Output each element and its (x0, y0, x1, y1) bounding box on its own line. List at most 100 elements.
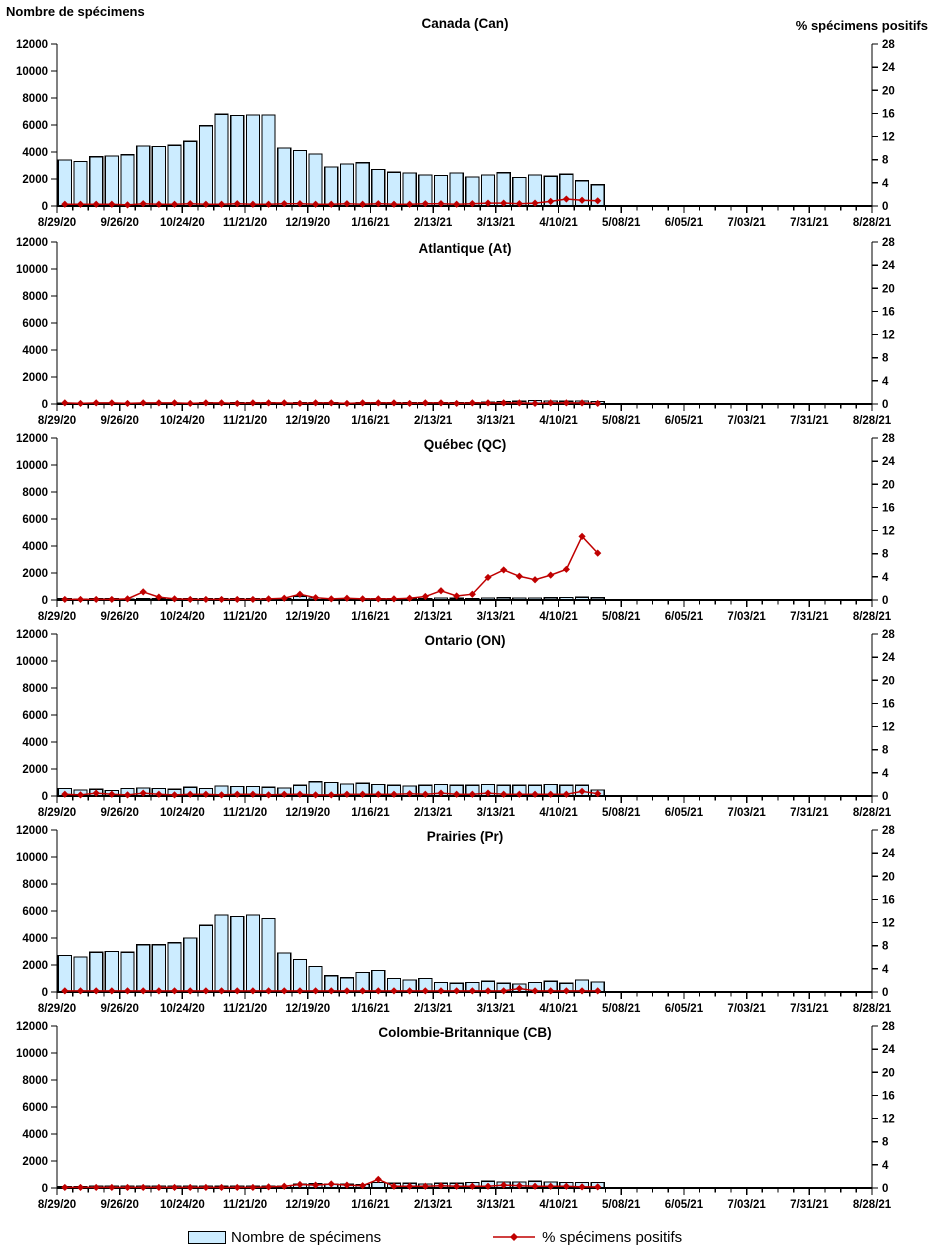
right-tick-label: 12 (882, 722, 895, 734)
bar-prairies (151, 944, 167, 993)
right-tick-label: 24 (882, 848, 895, 860)
bar-canada (230, 114, 245, 207)
right-tick-label: 24 (882, 62, 895, 74)
x-tick-label: 10/24/20 (160, 1003, 205, 1015)
x-tick-label: 8/28/21 (853, 217, 892, 229)
pct-diamond-marker (390, 790, 398, 798)
pct-diamond-marker (578, 196, 586, 204)
pct-diamond-marker (280, 790, 288, 798)
x-tick-label: 5/08/21 (602, 217, 641, 229)
pct-diamond-marker (421, 790, 429, 798)
pct-diamond-marker (139, 399, 147, 407)
bar-canada (277, 147, 292, 207)
right-tick-label: 28 (882, 1021, 895, 1033)
pct-diamond-marker (562, 790, 570, 798)
x-tick-label: 11/21/20 (223, 1199, 267, 1211)
x-tick-label: 6/05/21 (665, 611, 704, 623)
bar-prairies (292, 959, 308, 993)
pct-diamond-marker (500, 790, 508, 798)
pct-diamond-marker (76, 200, 85, 208)
pct-diamond-marker (421, 1182, 429, 1190)
right-tick-label: 16 (882, 894, 895, 906)
pct-diamond-marker (108, 399, 116, 407)
pct-diamond-marker (578, 1183, 586, 1191)
pct-diamond-marker (484, 399, 492, 407)
right-tick-label: 16 (882, 698, 895, 710)
pct-diamond-marker (515, 984, 523, 993)
pct-diamond-marker (484, 1182, 492, 1190)
right-tick-label: 4 (882, 178, 889, 190)
panel-title-atlantique: Atlantique (At) (419, 241, 512, 256)
bar-canada (245, 114, 261, 207)
left-tick-label: 12000 (16, 237, 48, 249)
pct-diamond-marker (202, 200, 210, 208)
right-tick-label: 28 (882, 237, 895, 249)
pct-diamond-marker (186, 595, 194, 604)
pct-diamond-marker (233, 595, 241, 604)
left-tick-label: 0 (42, 987, 48, 999)
chart-panel-quebec: 0 2000 4000 6000 8000 10000 12000 0 4 8 12 16 20 24 28… (16, 433, 895, 623)
legend-item-specimens: Nombre de spécimens (188, 1229, 381, 1246)
right-tick-label: 24 (882, 652, 895, 664)
bar-canada (183, 140, 198, 207)
pct-diamond-marker (249, 1183, 257, 1192)
pct-diamond-marker (123, 201, 132, 209)
left-tick-label: 10000 (16, 66, 48, 78)
bar-prairies (230, 915, 245, 993)
left-tick-label: 8000 (22, 683, 48, 695)
pct-diamond-marker (249, 595, 257, 604)
pct-diamond-marker (108, 1183, 116, 1192)
pct-diamond-marker (170, 399, 179, 407)
pct-diamond-marker (264, 1183, 273, 1191)
x-tick-label: 8/29/20 (38, 217, 76, 229)
bar-canada (120, 154, 135, 207)
right-tick-label: 28 (882, 629, 895, 641)
x-tick-label: 10/24/20 (160, 807, 205, 819)
pct-diamond-marker (500, 199, 508, 207)
pct-diamond-marker (202, 790, 210, 798)
pct-diamond-marker (562, 1182, 570, 1190)
pct-diamond-marker (515, 399, 523, 407)
right-tick-label: 20 (882, 283, 895, 295)
pct-diamond-marker (170, 1183, 179, 1192)
x-tick-label: 5/08/21 (602, 1199, 641, 1211)
bar-prairies (104, 950, 119, 993)
bar-canada (261, 114, 276, 207)
bar-prairies (214, 914, 229, 993)
pct-diamond-marker (406, 594, 414, 602)
pct-diamond-marker (374, 790, 382, 798)
x-tick-label: 11/21/20 (223, 611, 267, 623)
x-tick-label: 7/31/21 (790, 807, 829, 819)
pct-diamond-marker (421, 592, 429, 601)
pct-diamond-marker (249, 790, 257, 798)
left-tick-label: 0 (42, 791, 48, 803)
x-tick-label: 8/28/21 (853, 611, 892, 623)
right-axis-title: % spécimens positifs (796, 18, 928, 33)
pct-diamond-marker (359, 790, 367, 798)
left-tick-label: 6000 (22, 514, 48, 526)
x-tick-label: 4/10/21 (539, 415, 578, 427)
right-tick-label: 20 (882, 479, 895, 491)
right-tick-label: 20 (882, 675, 895, 687)
left-tick-label: 6000 (22, 1102, 48, 1114)
left-tick-label: 10000 (16, 852, 48, 864)
left-tick-label: 12000 (16, 825, 48, 837)
right-tick-label: 4 (882, 1160, 889, 1172)
pct-diamond-marker (92, 595, 100, 604)
pct-diamond-marker (421, 399, 429, 407)
right-tick-label: 4 (882, 572, 889, 584)
left-tick-label: 2000 (22, 372, 48, 384)
pct-diamond-marker (484, 199, 492, 207)
pct-diamond-marker (61, 399, 69, 407)
pct-diamond-marker (343, 790, 351, 798)
x-tick-label: 8/28/21 (853, 415, 892, 427)
x-tick-label: 9/26/20 (101, 415, 139, 427)
left-tick-label: 8000 (22, 1075, 48, 1087)
bar-canada (339, 163, 355, 207)
left-axis-title: Nombre de spécimens (6, 4, 145, 19)
pct-diamond-marker (92, 1183, 100, 1192)
pct-diamond-marker (453, 790, 461, 798)
right-tick-label: 12 (882, 330, 895, 342)
bar-prairies (277, 952, 292, 993)
x-tick-label: 8/29/20 (38, 807, 76, 819)
